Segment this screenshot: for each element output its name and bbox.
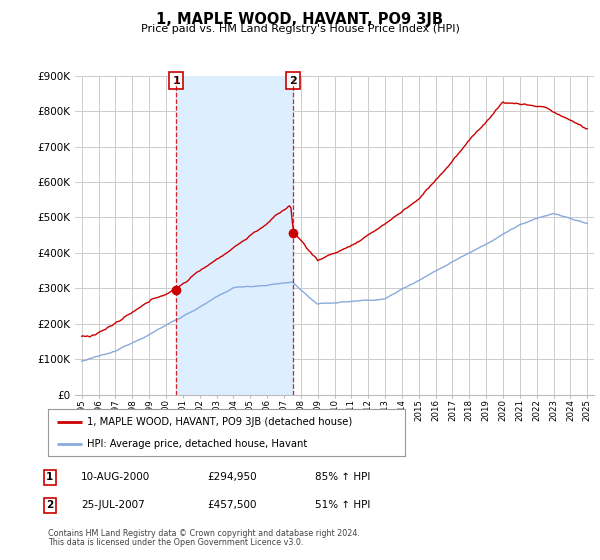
Text: This data is licensed under the Open Government Licence v3.0.: This data is licensed under the Open Gov… bbox=[48, 538, 304, 547]
Text: £294,950: £294,950 bbox=[207, 472, 257, 482]
Text: 1, MAPLE WOOD, HAVANT, PO9 3JB (detached house): 1, MAPLE WOOD, HAVANT, PO9 3JB (detached… bbox=[87, 417, 353, 427]
Text: Price paid vs. HM Land Registry's House Price Index (HPI): Price paid vs. HM Land Registry's House … bbox=[140, 24, 460, 34]
Text: 51% ↑ HPI: 51% ↑ HPI bbox=[315, 500, 370, 510]
Text: 1: 1 bbox=[46, 472, 53, 482]
Text: 2: 2 bbox=[46, 500, 53, 510]
Text: 25-JUL-2007: 25-JUL-2007 bbox=[81, 500, 145, 510]
Text: Contains HM Land Registry data © Crown copyright and database right 2024.: Contains HM Land Registry data © Crown c… bbox=[48, 529, 360, 538]
Bar bbox=[176, 76, 293, 395]
Text: 1, MAPLE WOOD, HAVANT, PO9 3JB: 1, MAPLE WOOD, HAVANT, PO9 3JB bbox=[157, 12, 443, 27]
Text: £457,500: £457,500 bbox=[207, 500, 257, 510]
Text: 2: 2 bbox=[290, 76, 297, 86]
Text: 10-AUG-2000: 10-AUG-2000 bbox=[81, 472, 150, 482]
Text: HPI: Average price, detached house, Havant: HPI: Average price, detached house, Hava… bbox=[87, 438, 308, 449]
Text: 1: 1 bbox=[172, 76, 180, 86]
Text: 85% ↑ HPI: 85% ↑ HPI bbox=[315, 472, 370, 482]
